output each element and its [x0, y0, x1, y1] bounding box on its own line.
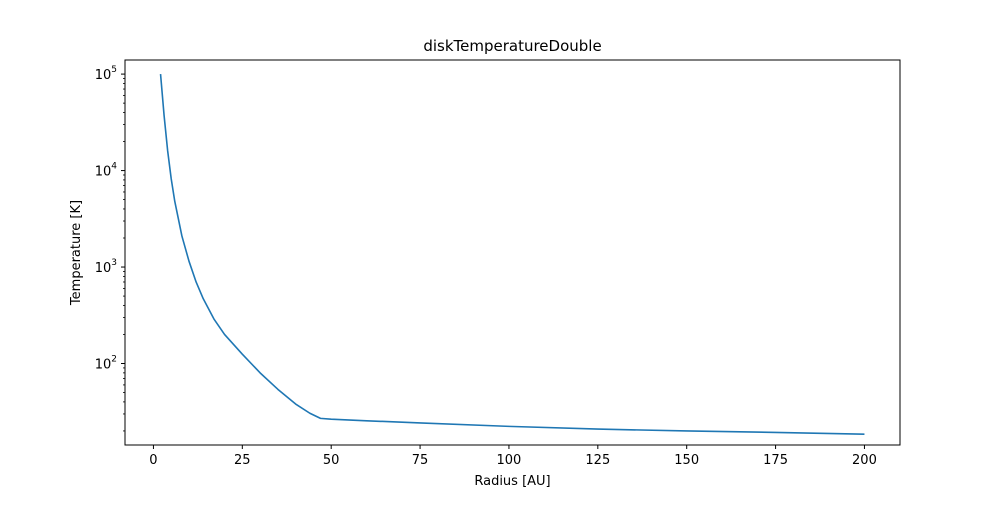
x-tick-label: 150: [674, 453, 699, 468]
x-tick-label: 75: [412, 453, 429, 468]
y-tick-exponent: 2: [111, 355, 117, 365]
y-tick-exponent: 4: [111, 162, 117, 172]
y-tick-label: 104: [95, 162, 118, 180]
chart-title: diskTemperatureDouble: [423, 37, 601, 55]
y-tick-base: 10: [95, 68, 112, 83]
y-tick-base: 10: [95, 165, 112, 180]
y-tick-base: 10: [95, 358, 112, 373]
series-line: [159, 74, 865, 436]
x-tick-label: 25: [234, 453, 251, 468]
x-tick-label: 200: [852, 453, 877, 468]
y-tick-label: 103: [95, 258, 117, 276]
y-tick-exponent: 5: [111, 65, 117, 75]
x-tick-label: 125: [585, 453, 610, 468]
y-tick-label: 102: [95, 355, 117, 373]
x-axis-ticks: 0 25 50 75 100 125 150 175 200: [149, 445, 877, 468]
y-tick-base: 10: [95, 261, 112, 276]
plot-background: [125, 60, 900, 445]
x-tick-label: 0: [149, 453, 157, 468]
y-axis-label: Temperature [K]: [69, 200, 84, 306]
x-tick-label: 100: [497, 453, 522, 468]
plot-frame: [124, 59, 901, 446]
x-tick-label: 175: [763, 453, 788, 468]
data-layer: [159, 74, 865, 436]
x-tick-label: 50: [323, 453, 340, 468]
x-axis-label: Radius [AU]: [474, 474, 550, 489]
y-tick-label: 105: [95, 65, 117, 83]
y-tick-exponent: 3: [111, 258, 117, 268]
